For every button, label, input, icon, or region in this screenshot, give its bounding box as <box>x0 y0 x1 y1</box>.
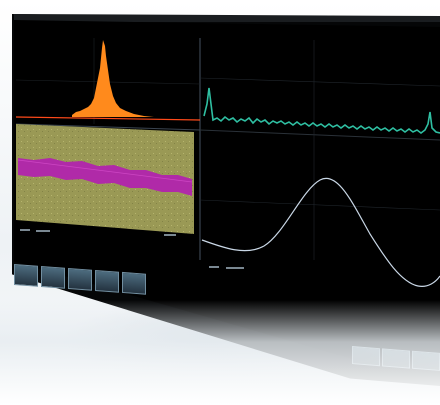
measurement-cell <box>18 212 47 214</box>
measurement-cell <box>18 210 47 212</box>
softkey-4[interactable] <box>95 269 119 293</box>
trend-panel <box>16 124 194 234</box>
softkey-label <box>124 291 144 292</box>
measurement-cell <box>80 220 109 222</box>
panel-divider-left <box>15 123 201 131</box>
measurement-cell <box>49 213 78 215</box>
measurement-cell <box>111 216 140 218</box>
measurement-cell <box>80 213 109 215</box>
measurement-cell <box>49 216 78 218</box>
measurement-cell <box>80 215 109 217</box>
measurement-cell <box>18 214 47 216</box>
top-menu-bar <box>14 14 440 22</box>
measurement-cell <box>111 218 140 220</box>
softkey-label <box>16 283 36 284</box>
panel-labels <box>20 229 244 269</box>
histogram-panel <box>15 38 201 124</box>
measurement-cell <box>111 215 140 217</box>
sine-trace <box>201 177 440 287</box>
histogram-fill <box>72 40 154 117</box>
softkey-label <box>70 287 90 288</box>
measurement-cell <box>49 217 78 219</box>
softkey-3[interactable] <box>68 267 92 291</box>
measurement-cell <box>111 219 140 221</box>
measurement-cell <box>80 216 109 218</box>
top-trace <box>203 87 440 134</box>
measurement-cell <box>18 211 47 213</box>
histogram-baseline <box>15 116 201 121</box>
measurement-cell <box>111 221 140 223</box>
measurement-cell <box>80 218 109 220</box>
softkey-5[interactable] <box>122 271 146 295</box>
measurement-cell <box>111 217 140 219</box>
measurement-cell <box>18 215 47 217</box>
sine-panel <box>199 177 440 287</box>
measurement-cell <box>18 216 47 218</box>
panel-divider-right <box>199 129 440 141</box>
measurement-cell <box>49 212 78 214</box>
measurement-cell <box>18 217 47 219</box>
measurement-cell <box>80 219 109 221</box>
softkey-2[interactable] <box>41 265 65 289</box>
measurement-cell <box>111 222 140 224</box>
measurement-cell <box>80 217 109 219</box>
monitor-base-reflection <box>0 300 440 405</box>
softkey-label <box>43 285 63 286</box>
measurement-cell <box>49 214 78 216</box>
measurement-cell <box>18 213 47 215</box>
measurement-cell <box>111 220 140 222</box>
trend-band <box>18 158 192 196</box>
measurement-cell <box>49 211 78 213</box>
measurement-cell <box>49 218 78 220</box>
softkey-label <box>97 289 117 290</box>
softkey-1[interactable] <box>14 264 38 287</box>
measurement-cell <box>49 215 78 217</box>
waveform-plot <box>15 38 440 287</box>
top-trace-panel <box>199 40 440 260</box>
measurement-cell <box>80 214 109 216</box>
